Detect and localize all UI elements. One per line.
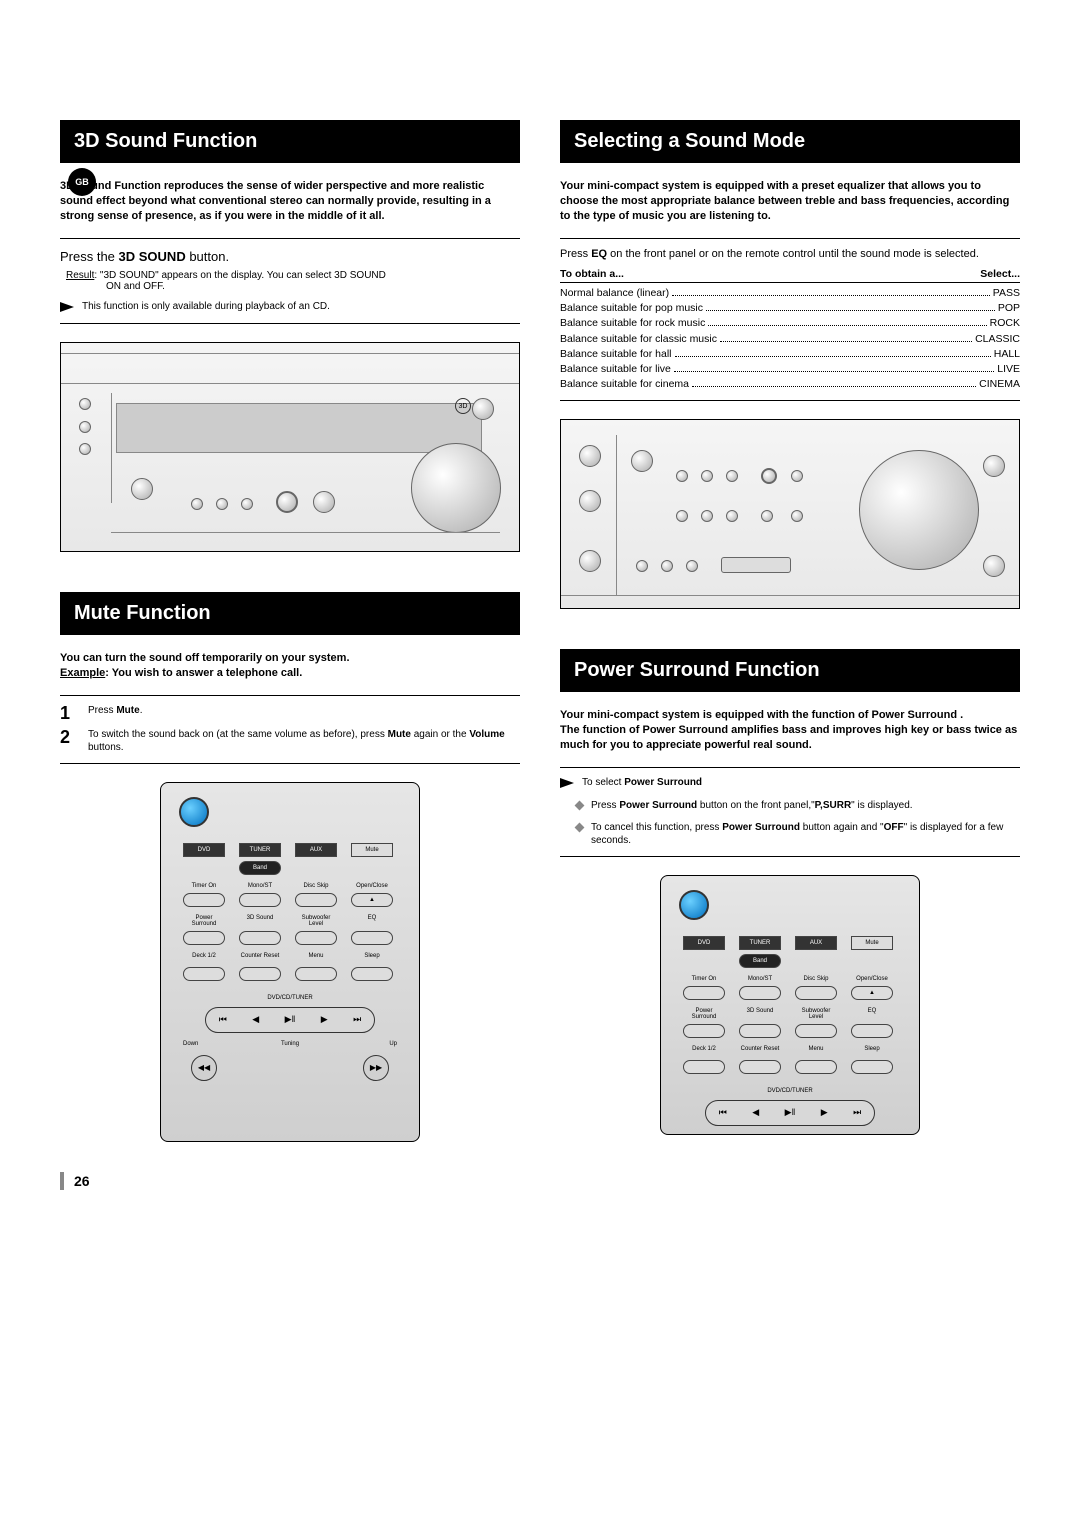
front-panel-diagram-left: 3D bbox=[60, 342, 520, 552]
mute-intro: You can turn the sound off temporarily o… bbox=[60, 651, 520, 681]
front-panel-diagram-right bbox=[560, 419, 1020, 609]
divider bbox=[60, 238, 520, 239]
mute-steps: 1 Press Mute. 2 To switch the sound back… bbox=[60, 704, 520, 755]
eq-table: To obtain a... Select... Normal balance … bbox=[560, 268, 1020, 393]
3d-sound-note: This function is only available during p… bbox=[82, 300, 330, 314]
section-title-sound-mode: Selecting a Sound Mode bbox=[560, 120, 1020, 163]
eq-row: Normal balance (linear)PASS bbox=[560, 286, 1020, 301]
3d-sound-intro: 3D Sound Function reproduces the sense o… bbox=[60, 179, 520, 224]
divider bbox=[560, 767, 1020, 768]
eq-row: Balance suitable for classic musicCLASSI… bbox=[560, 332, 1020, 347]
divider bbox=[560, 400, 1020, 401]
eq-row: Balance suitable for cinemaCINEMA bbox=[560, 377, 1020, 392]
eq-row: Balance suitable for pop musicPOP bbox=[560, 301, 1020, 316]
pointer-icon bbox=[560, 778, 574, 788]
divider bbox=[60, 695, 520, 696]
section-title-3d-sound: 3D Sound Function bbox=[60, 120, 520, 163]
sound-mode-intro: Your mini-compact system is equipped wit… bbox=[560, 179, 1020, 224]
section-title-power-surround: Power Surround Function bbox=[560, 649, 1020, 692]
3d-sound-result-cont: ON and OFF. bbox=[106, 281, 520, 292]
eq-row: Balance suitable for rock musicROCK bbox=[560, 316, 1020, 331]
left-column: 3D Sound Function 3D Sound Function repr… bbox=[60, 120, 520, 1142]
right-column: Selecting a Sound Mode Your mini-compact… bbox=[560, 120, 1020, 1142]
eq-row: Balance suitable for liveLIVE bbox=[560, 362, 1020, 377]
eq-row: Balance suitable for hallHALL bbox=[560, 347, 1020, 362]
power-surround-note: To select Power Surround bbox=[582, 776, 702, 790]
transport-bar: ⏮◀▶‖▶⏭ bbox=[205, 1007, 375, 1033]
language-badge: GB bbox=[68, 168, 96, 196]
diamond-icon bbox=[575, 823, 585, 833]
remote-diagram-left: DVD TUNER AUX Mute Band Timer On Mono/ST… bbox=[160, 782, 420, 1142]
3d-sound-instruction: Press the 3D SOUND button. bbox=[60, 249, 520, 264]
power-icon bbox=[179, 797, 209, 827]
3d-sound-result: Result: "3D SOUND" appears on the displa… bbox=[66, 270, 520, 281]
remote-diagram-right: DVD TUNER AUX Mute Band Timer On Mono/ST… bbox=[660, 875, 920, 1135]
diamond-icon bbox=[575, 801, 585, 811]
page-number: 26 bbox=[60, 1172, 1020, 1190]
power-icon bbox=[679, 890, 709, 920]
power-surround-bullets: Press Power Surround button on the front… bbox=[560, 799, 1020, 848]
divider bbox=[560, 856, 1020, 857]
sound-mode-instruction: Press EQ on the front panel or on the re… bbox=[560, 247, 1020, 262]
divider bbox=[560, 238, 1020, 239]
pointer-icon bbox=[60, 302, 74, 312]
transport-bar: ⏮◀▶‖▶⏭ bbox=[705, 1100, 875, 1126]
divider bbox=[60, 323, 520, 324]
divider bbox=[60, 763, 520, 764]
power-surround-intro: Your mini-compact system is equipped wit… bbox=[560, 708, 1020, 753]
section-title-mute: Mute Function bbox=[60, 592, 520, 635]
